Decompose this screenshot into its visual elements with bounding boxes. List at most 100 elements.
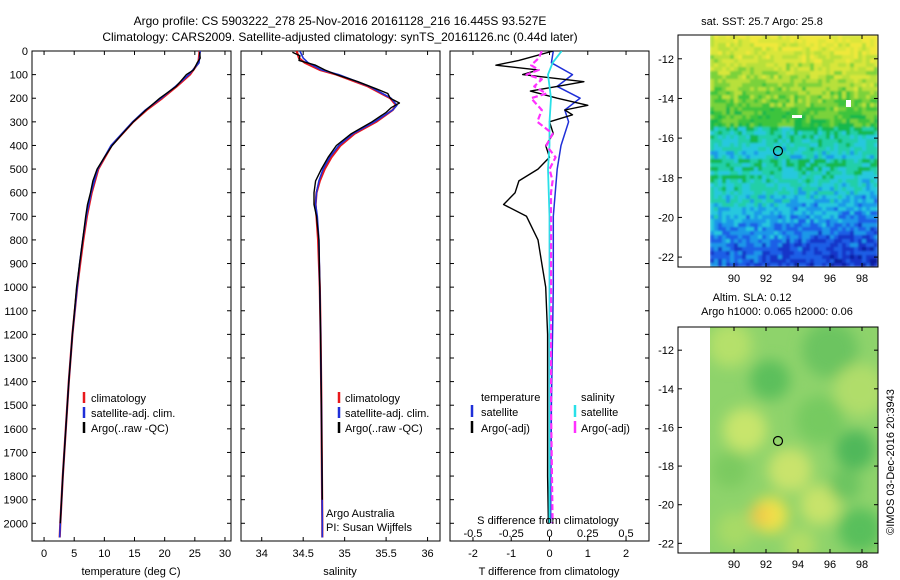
sla-map-title-2: Argo h1000: 0.065 h2000: 0.06 — [701, 306, 853, 318]
series-line-temperature-satellite — [549, 51, 581, 524]
x-tick-label: 35 — [339, 548, 351, 560]
map-y-tick-label: -12 — [658, 54, 674, 66]
y-tick-label: 1500 — [4, 400, 28, 412]
map-y-tick-label: -14 — [658, 93, 674, 105]
sst-cloud-patch — [846, 100, 851, 107]
salinity-panel: 34 34.5 35 35.5 36 salinity climatology sate… — [240, 50, 441, 578]
depth-axis: 0 100 200 300 400 500 600 700 800 900 1000 1100 1200… — [4, 46, 231, 530]
difference-xlabel: T difference from climatology — [479, 566, 620, 578]
x-tick-label: 10 — [98, 548, 110, 560]
salinity-x-axis: 34 34.5 35 35.5 36 — [256, 51, 434, 560]
x-tick-label: 34 — [256, 548, 268, 560]
temperature-xlabel: temperature (deg C) — [81, 566, 180, 578]
legend-sal-satellite-label: satellite — [581, 407, 618, 419]
x-tick-label: 34.5 — [292, 548, 313, 560]
salinity-diff-ticks: -0.5 -0.25 0 0.25 0.5 — [463, 528, 633, 540]
map-y-tick-label: -16 — [658, 422, 674, 434]
x-tick-label: 0 — [41, 548, 47, 560]
top-tick-label: 0.25 — [577, 528, 598, 540]
sst-map-title: sat. SST: 25.7 Argo: 25.8 — [701, 16, 823, 28]
attribution-line-2: PI: Susan Wijffels — [326, 522, 412, 534]
x-tick-label: 2 — [623, 548, 629, 560]
map-x-tick-label: 90 — [728, 273, 740, 285]
y-tick-label: 300 — [10, 117, 28, 129]
series-line-salinity-argo-adj — [525, 51, 557, 524]
map-x-tick-label: 94 — [792, 273, 804, 285]
legend-temperature-head: temperature — [481, 392, 540, 404]
series-line-argo-raw-qc — [59, 52, 201, 524]
y-tick-label: 400 — [10, 140, 28, 152]
map-x-tick-label: 96 — [824, 559, 836, 571]
legend-argo-label: Argo(..raw -QC) — [91, 423, 169, 435]
top-tick-label: -0.25 — [499, 528, 524, 540]
x-tick-label: -1 — [506, 548, 516, 560]
x-tick-label: 30 — [219, 548, 231, 560]
y-tick-label: 1900 — [4, 495, 28, 507]
y-tick-label: 1400 — [4, 377, 28, 389]
legend-salinity-head: salinity — [581, 392, 615, 404]
y-tick-label: 900 — [10, 259, 28, 271]
x-tick-label: 36 — [421, 548, 433, 560]
attribution-line-1: Argo Australia — [326, 508, 395, 520]
temperature-x-axis: 0 5 10 15 20 25 30 — [41, 51, 231, 560]
sst-map-axes: -12 -14 -16 -18 -20 -22 90 92 94 96 98 — [658, 35, 878, 285]
header-line-2: Climatology: CARS2009. Satellite-adjuste… — [102, 30, 577, 44]
legend-climatology-label: climatology — [91, 393, 147, 405]
sla-map-panel: Altim. SLA: 0.12 Argo h1000: 0.065 h2000… — [658, 292, 879, 571]
y-tick-label: 1200 — [4, 329, 28, 341]
salinity-axes-frame — [240, 50, 441, 542]
map-y-tick-label: -12 — [658, 345, 674, 357]
legend-sal-argo-label: Argo(-adj) — [581, 423, 630, 435]
y-tick-label: 1600 — [4, 424, 28, 436]
legend-satellite-label: satellite-adj. clim. — [91, 408, 175, 420]
sst-map-panel: sat. SST: 25.7 Argo: 25.8 -12 -14 -16 -18 -2… — [658, 16, 879, 285]
x-tick-label: -2 — [468, 548, 478, 560]
x-tick-label: 5 — [71, 548, 77, 560]
y-tick-label: 1000 — [4, 282, 28, 294]
map-x-tick-label: 94 — [792, 559, 804, 571]
sla-argo-marker — [772, 435, 784, 447]
legend-temp-satellite-label: satellite — [481, 407, 518, 419]
y-tick-label: 1700 — [4, 447, 28, 459]
sst-heatmap — [710, 35, 878, 267]
salinity-depth-ticks — [241, 50, 440, 524]
temperature-panel: 0100200300400500600700800900100011001200… — [4, 46, 232, 578]
top-tick-label: 0.5 — [618, 528, 633, 540]
sla-map-frame — [677, 326, 879, 554]
sla-heatmap — [710, 327, 878, 553]
sst-map-frame — [677, 34, 879, 268]
y-tick-label: 0 — [22, 46, 28, 58]
difference-x-axis: -2 -1 0 1 2 — [468, 51, 629, 560]
sst-argo-marker — [772, 145, 784, 157]
map-y-tick-label: -22 — [658, 538, 674, 550]
map-x-tick-label: 98 — [856, 273, 868, 285]
x-tick-label: 35.5 — [375, 548, 396, 560]
x-tick-label: 0 — [546, 548, 552, 560]
y-tick-label: 600 — [10, 188, 28, 200]
map-x-tick-label: 92 — [760, 273, 772, 285]
map-y-tick-label: -20 — [658, 212, 674, 224]
map-x-tick-label: 90 — [728, 559, 740, 571]
map-y-tick-label: -22 — [658, 252, 674, 264]
x-tick-label: 20 — [159, 548, 171, 560]
sla-map-axes: -12 -14 -16 -18 -20 -22 90 92 94 96 98 — [658, 327, 878, 571]
salinity-legend: climatology satellite-adj. clim. Argo(..… — [337, 392, 429, 435]
header-line-1: Argo profile: CS 5903222_278 25-Nov-2016… — [134, 14, 547, 28]
top-tick-label: 0 — [546, 528, 552, 540]
y-tick-label: 700 — [10, 211, 28, 223]
series-line-argo-raw-qc — [292, 51, 401, 500]
x-tick-label: 25 — [189, 548, 201, 560]
legend-argo-label: Argo(..raw -QC) — [345, 423, 423, 435]
map-x-tick-label: 92 — [760, 559, 772, 571]
salinity-xlabel: salinity — [323, 566, 357, 578]
map-y-tick-label: -14 — [658, 384, 674, 396]
map-x-tick-label: 96 — [824, 273, 836, 285]
temperature-legend: climatology satellite-adj. clim. Argo(..… — [82, 392, 175, 435]
legend-climatology-label: climatology — [345, 393, 401, 405]
difference-depth-ticks — [450, 50, 649, 524]
map-y-tick-label: -18 — [658, 173, 674, 185]
legend-temp-argo-label: Argo(-adj) — [481, 423, 530, 435]
imos-credit: ©IMOS 03-Dec-2016 20:3943 — [885, 389, 897, 535]
map-y-tick-label: -16 — [658, 133, 674, 145]
